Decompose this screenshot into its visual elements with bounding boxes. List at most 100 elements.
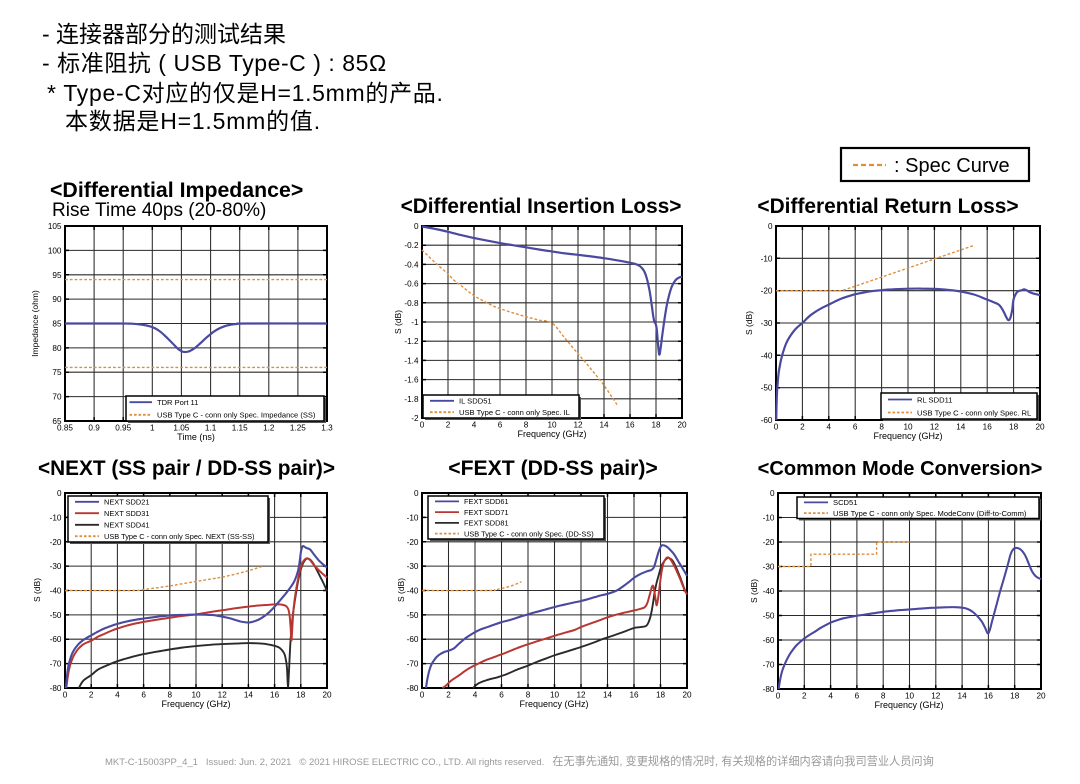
- svg-text:12: 12: [218, 691, 228, 700]
- svg-text:-70: -70: [50, 660, 62, 669]
- svg-text:-0.6: -0.6: [404, 280, 419, 289]
- svg-text:-80: -80: [763, 685, 775, 694]
- svg-text:-80: -80: [407, 684, 419, 693]
- svg-text:USB Type C - conn only Spec. I: USB Type C - conn only Spec. IL: [459, 408, 570, 417]
- svg-text:-0.2: -0.2: [404, 241, 419, 250]
- svg-text:-1.4: -1.4: [404, 356, 419, 365]
- svg-text:18: 18: [296, 691, 306, 700]
- svg-text:1.2: 1.2: [263, 424, 275, 433]
- svg-text:-80: -80: [50, 684, 62, 693]
- svg-text:-1.2: -1.2: [404, 337, 419, 346]
- svg-text:-1: -1: [411, 318, 419, 327]
- svg-text:S (dB): S (dB): [744, 311, 754, 335]
- svg-text:* Type-C对应的仅是H=1.5mm的产品.: * Type-C对应的仅是H=1.5mm的产品.: [47, 80, 444, 106]
- svg-text:16: 16: [984, 692, 994, 701]
- svg-text:-1.6: -1.6: [404, 376, 419, 385]
- svg-text:Frequency (GHz): Frequency (GHz): [161, 699, 230, 709]
- svg-text:-70: -70: [407, 660, 419, 669]
- svg-text:<Differential Impedance>: <Differential Impedance>: [50, 178, 303, 202]
- svg-text:USB Type C - conn only Spec. R: USB Type C - conn only Spec. RL: [917, 408, 1031, 417]
- svg-text:0.85: 0.85: [57, 424, 73, 433]
- svg-text:RL SDD11: RL SDD11: [917, 395, 952, 404]
- svg-text:NEXT SDD31: NEXT SDD31: [104, 509, 149, 518]
- svg-text:8: 8: [168, 691, 173, 700]
- svg-text:0: 0: [776, 692, 781, 701]
- svg-text:S (dB): S (dB): [749, 579, 759, 603]
- svg-text:-50: -50: [763, 612, 775, 621]
- svg-text:18: 18: [1010, 692, 1020, 701]
- svg-text:65: 65: [52, 417, 62, 426]
- svg-text:S (dB): S (dB): [393, 310, 403, 334]
- svg-text:0: 0: [414, 489, 419, 498]
- svg-text:NEXT SDD21: NEXT SDD21: [104, 498, 149, 507]
- svg-text:0: 0: [57, 489, 62, 498]
- svg-text:6: 6: [498, 421, 503, 430]
- svg-text:-0.4: -0.4: [404, 260, 419, 269]
- svg-text:2: 2: [446, 691, 451, 700]
- svg-text:14: 14: [244, 691, 254, 700]
- svg-text:-60: -60: [763, 636, 775, 645]
- svg-text:<NEXT (SS pair / DD-SS pair)>: <NEXT (SS pair / DD-SS pair)>: [38, 457, 335, 480]
- svg-text:10: 10: [903, 423, 913, 432]
- svg-text:14: 14: [958, 692, 968, 701]
- svg-text:4: 4: [827, 423, 832, 432]
- svg-text:-10: -10: [407, 513, 419, 522]
- svg-text:<Differential Insertion Loss>: <Differential Insertion Loss>: [401, 195, 682, 218]
- svg-text:12: 12: [573, 421, 583, 430]
- svg-text:IL SDD51: IL SDD51: [459, 397, 492, 406]
- svg-text:<Differential Return Loss>: <Differential Return Loss>: [757, 195, 1018, 218]
- svg-text:8: 8: [526, 691, 531, 700]
- svg-text:S (dB): S (dB): [396, 578, 406, 602]
- svg-text:14: 14: [603, 691, 613, 700]
- svg-text:1.1: 1.1: [205, 424, 217, 433]
- svg-text:1: 1: [150, 424, 155, 433]
- svg-text:0: 0: [420, 421, 425, 430]
- svg-text:1.3: 1.3: [321, 424, 333, 433]
- svg-text:-70: -70: [763, 661, 775, 670]
- svg-text:FEXT SDD71: FEXT SDD71: [464, 508, 509, 517]
- svg-text:80: 80: [52, 344, 62, 353]
- svg-text:95: 95: [52, 271, 62, 280]
- svg-text:Time (ns): Time (ns): [177, 432, 215, 442]
- svg-text:14: 14: [956, 423, 966, 432]
- svg-text:-30: -30: [763, 563, 775, 572]
- svg-text:6: 6: [141, 691, 146, 700]
- svg-text:12: 12: [576, 691, 586, 700]
- svg-text:8: 8: [881, 692, 886, 701]
- svg-text:16: 16: [629, 691, 639, 700]
- svg-text:<FEXT (DD-SS pair)>: <FEXT (DD-SS pair)>: [448, 457, 658, 480]
- svg-text:8: 8: [524, 421, 529, 430]
- svg-text:FEXT SDD81: FEXT SDD81: [464, 519, 509, 528]
- svg-text:- 标准阻抗 ( USB Type-C ) : 85Ω: - 标准阻抗 ( USB Type-C ) : 85Ω: [42, 50, 387, 76]
- svg-text:Rise Time 40ps (20-80%): Rise Time 40ps (20-80%): [52, 200, 266, 221]
- svg-text:0: 0: [420, 691, 425, 700]
- svg-text:12: 12: [931, 692, 941, 701]
- svg-text:USB Type C - conn only Spec. M: USB Type C - conn only Spec. ModeConv (D…: [833, 509, 1027, 518]
- svg-text:10: 10: [547, 421, 557, 430]
- svg-text:8: 8: [879, 423, 884, 432]
- svg-text:16: 16: [625, 421, 635, 430]
- svg-text:-10: -10: [763, 514, 775, 523]
- svg-text:10: 10: [905, 692, 915, 701]
- svg-text:FEXT SDD61: FEXT SDD61: [464, 497, 509, 506]
- svg-text:本数据是H=1.5mm的值.: 本数据是H=1.5mm的值.: [65, 108, 321, 134]
- svg-text:Frequency (GHz): Frequency (GHz): [517, 429, 586, 439]
- svg-text:70: 70: [52, 393, 62, 402]
- svg-text:USB Type C - conn only Spec. (: USB Type C - conn only Spec. (DD-SS): [464, 529, 594, 538]
- svg-text:-40: -40: [761, 351, 773, 360]
- svg-text:18: 18: [656, 691, 666, 700]
- svg-text:4: 4: [828, 692, 833, 701]
- svg-text:4: 4: [472, 421, 477, 430]
- svg-text:20: 20: [1036, 692, 1046, 701]
- svg-text:-30: -30: [50, 562, 62, 571]
- svg-text:-20: -20: [761, 287, 773, 296]
- svg-text:105: 105: [48, 222, 62, 231]
- svg-text:0.95: 0.95: [115, 424, 131, 433]
- svg-text:-50: -50: [407, 611, 419, 620]
- svg-text:2: 2: [446, 421, 451, 430]
- svg-text:-50: -50: [761, 384, 773, 393]
- svg-text:20: 20: [322, 691, 332, 700]
- svg-text:MKT-C-15003PP_4_1 Issued: Ju: MKT-C-15003PP_4_1 Issued: Jun. 2, 2021 ©…: [105, 754, 934, 768]
- svg-text:Impedance (ohm): Impedance (ohm): [30, 290, 40, 357]
- svg-text:- 连接器部分的测试结果: - 连接器部分的测试结果: [42, 21, 286, 47]
